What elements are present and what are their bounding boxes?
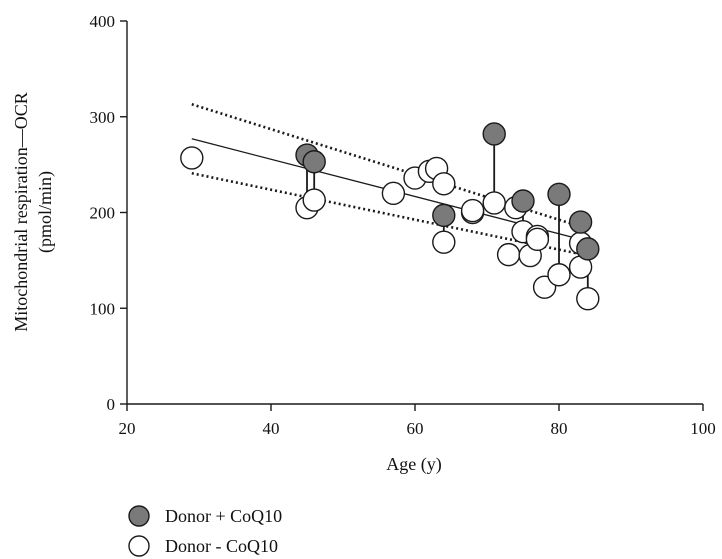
point-treated bbox=[547, 182, 571, 207]
point-untreated bbox=[381, 181, 406, 206]
y-axis-label-line2: (pmol/min) bbox=[35, 171, 56, 253]
axes: 0 100 200 300 400 20 40 60 80 100 bbox=[90, 12, 716, 438]
x-tick-label: 40 bbox=[263, 419, 280, 438]
y-tick-label: 100 bbox=[90, 299, 116, 318]
x-tick-label: 60 bbox=[407, 419, 424, 438]
point-treated bbox=[568, 210, 593, 234]
point-untreated bbox=[180, 146, 204, 170]
point-untreated bbox=[482, 191, 506, 215]
y-tick-label: 0 bbox=[107, 395, 116, 414]
point-untreated bbox=[576, 286, 600, 311]
legend-label-untreated: Donor - CoQ10 bbox=[165, 536, 278, 556]
x-tick-label: 100 bbox=[690, 419, 716, 438]
y-tick-label: 300 bbox=[90, 108, 116, 127]
point-treated bbox=[511, 189, 535, 213]
legend-item-untreated: Donor - CoQ10 bbox=[128, 535, 278, 557]
point-treated bbox=[576, 237, 600, 261]
series-untreated bbox=[180, 146, 600, 311]
point-treated bbox=[432, 203, 456, 228]
x-tick-label: 20 bbox=[119, 419, 136, 438]
legend-marker-treated bbox=[128, 505, 150, 527]
legend-item-treated: Donor + CoQ10 bbox=[128, 505, 282, 527]
legend: Donor + CoQ10 Donor - CoQ10 bbox=[128, 505, 282, 557]
point-untreated bbox=[547, 263, 571, 287]
y-tick-label: 200 bbox=[90, 204, 116, 223]
x-tick-label: 80 bbox=[551, 419, 568, 438]
point-untreated bbox=[496, 242, 521, 267]
x-axis-label: Age (y) bbox=[386, 454, 441, 475]
point-untreated bbox=[432, 172, 456, 196]
legend-label-treated: Donor + CoQ10 bbox=[165, 506, 282, 526]
point-untreated bbox=[525, 227, 550, 252]
point-untreated bbox=[460, 198, 485, 223]
y-axis-label-line1: Mitochondrial respiration—OCR bbox=[11, 92, 31, 331]
point-treated bbox=[482, 122, 506, 146]
point-treated bbox=[302, 150, 326, 174]
y-tick-label: 400 bbox=[90, 12, 116, 31]
point-untreated bbox=[302, 188, 326, 212]
point-untreated bbox=[432, 230, 456, 254]
series-treated bbox=[295, 122, 600, 261]
legend-marker-untreated bbox=[128, 535, 150, 557]
